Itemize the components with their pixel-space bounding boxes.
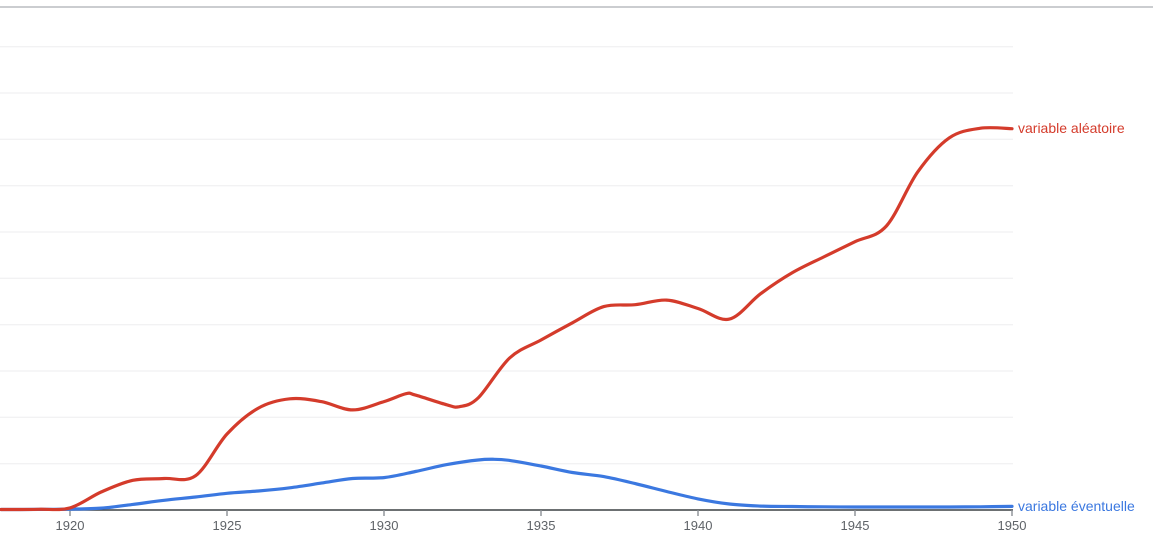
series-line-variable-eventuelle[interactable] [0, 457, 1014, 512]
series-line-variable-aleatoire[interactable] [0, 126, 1014, 512]
x-tick-label: 1950 [998, 518, 1027, 533]
x-tick-label: 1940 [684, 518, 713, 533]
x-tick-label: 1920 [56, 518, 85, 533]
x-tick-label: 1945 [841, 518, 870, 533]
series-label-variable-aleatoire[interactable]: variable aléatoire [1018, 120, 1125, 136]
x-tick-label: 1930 [370, 518, 399, 533]
x-tick-label: 1925 [213, 518, 242, 533]
series-label-variable-eventuelle[interactable]: variable éventuelle [1018, 498, 1135, 514]
x-tick-label: 1935 [527, 518, 556, 533]
